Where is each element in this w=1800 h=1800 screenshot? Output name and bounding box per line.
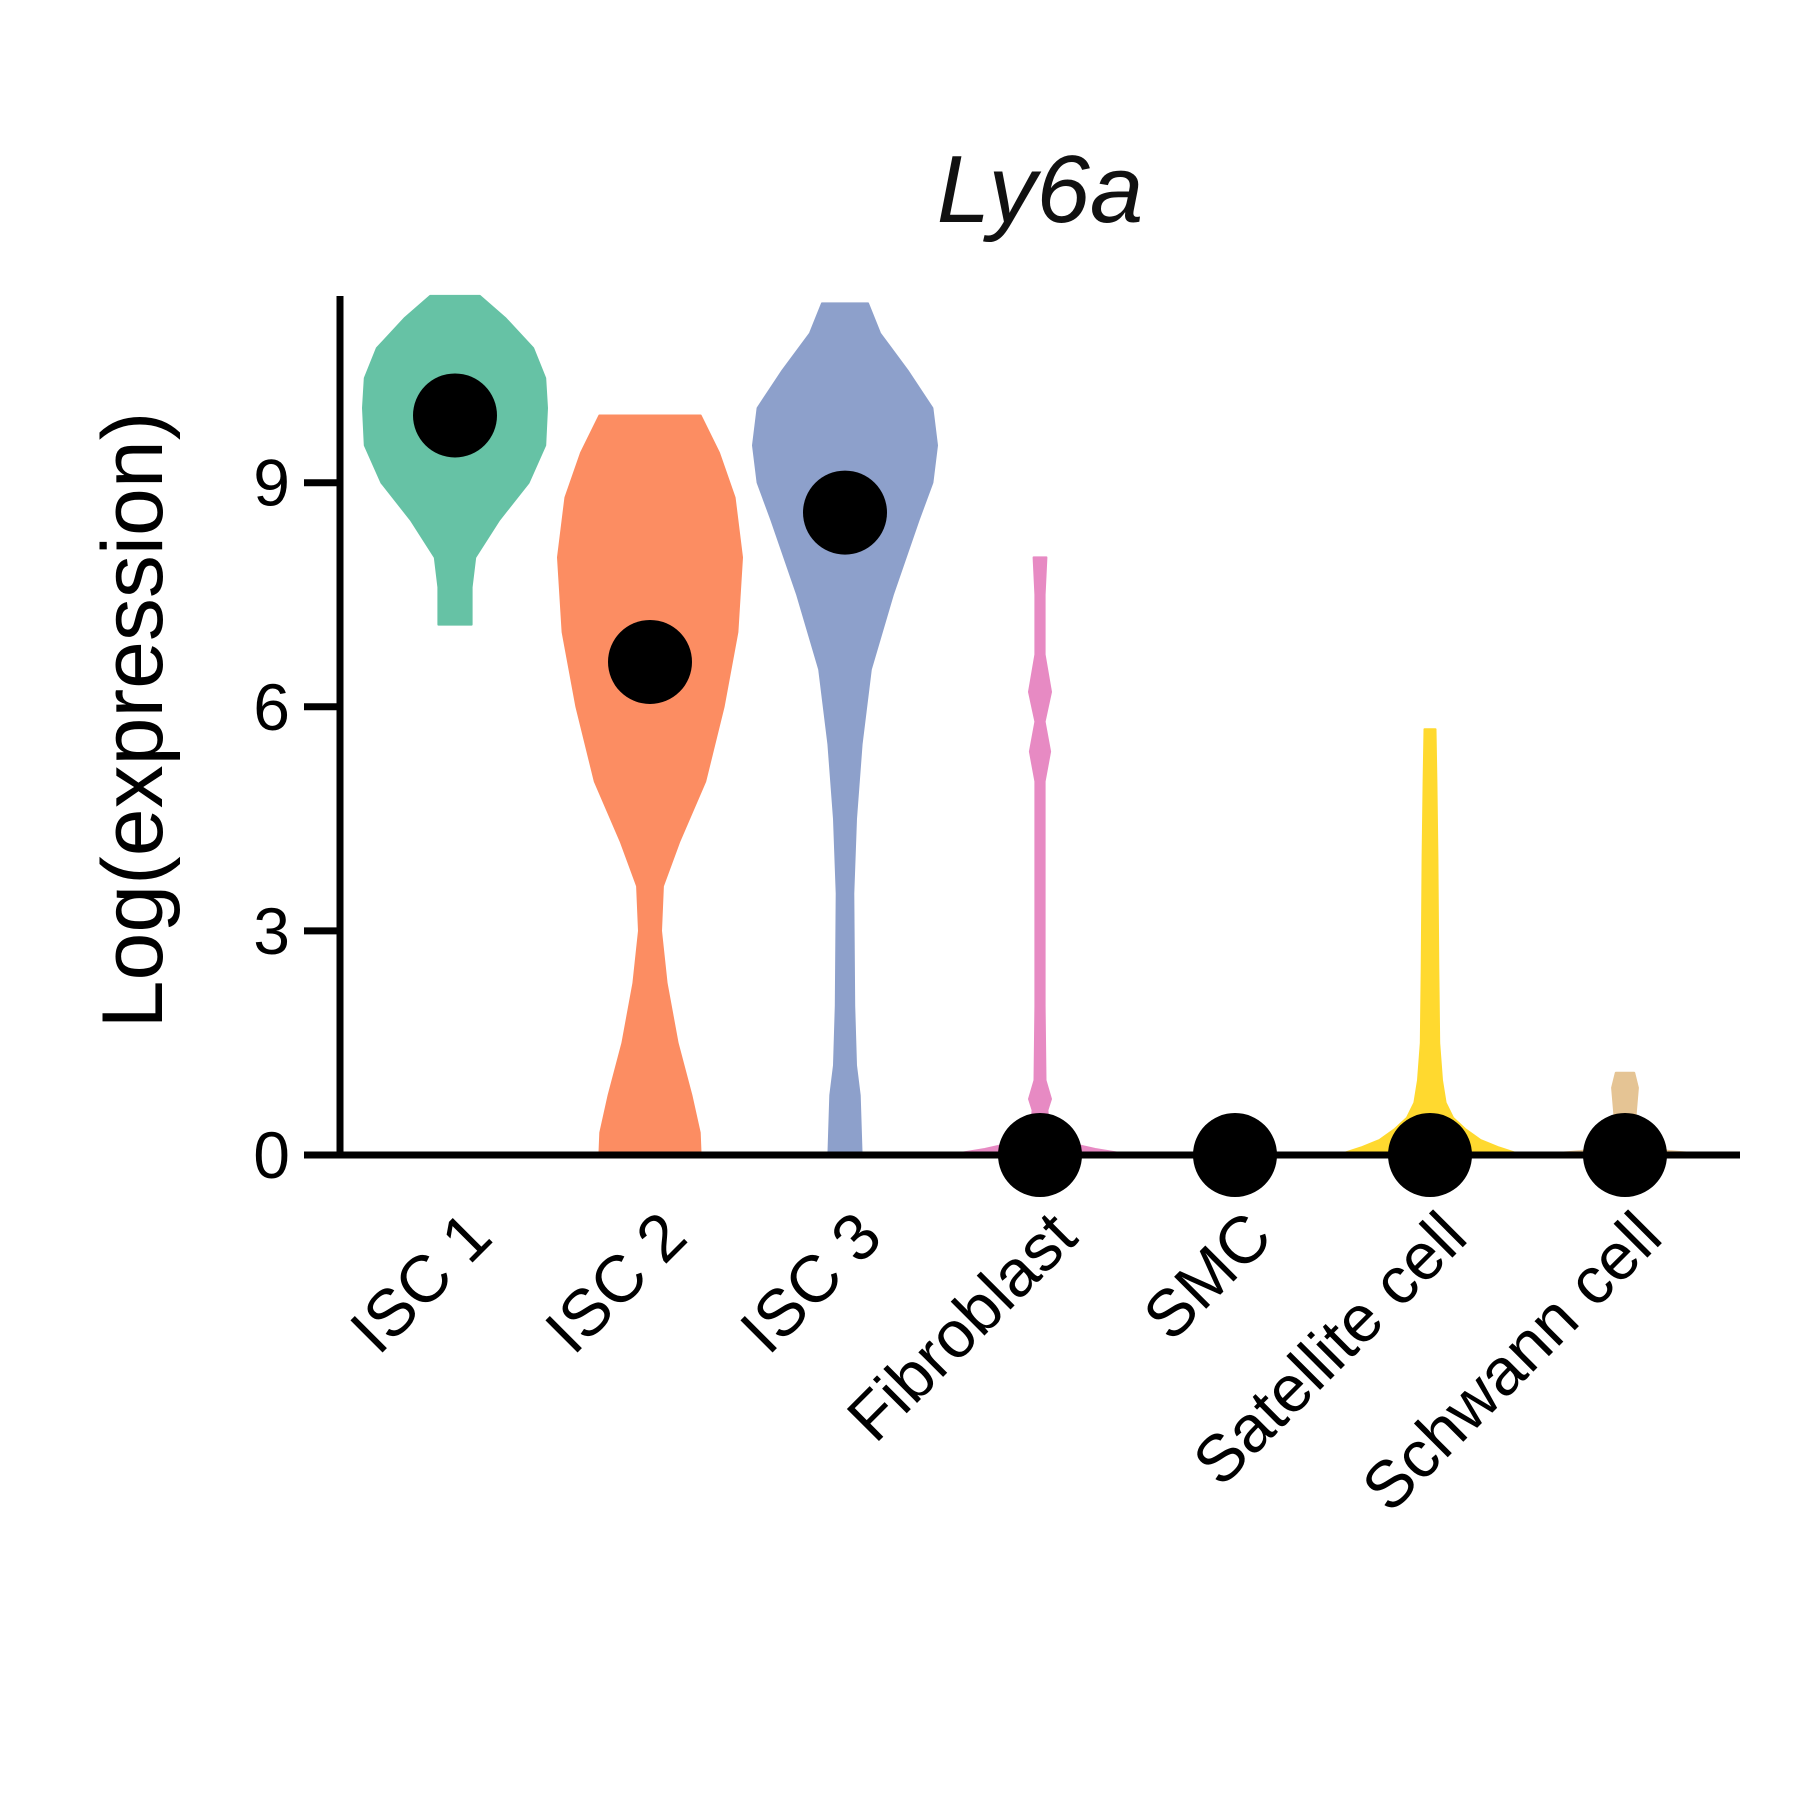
chart-title: Ly6a — [937, 136, 1143, 243]
median-dot-isc-3 — [803, 470, 887, 555]
violin-isc-1 — [362, 294, 548, 626]
violin-satellite-cell — [1337, 728, 1523, 1156]
y-tick-label-0: 0 — [253, 1118, 290, 1192]
x-tick-label-isc-2: ISC 2 — [531, 1198, 700, 1367]
x-tick-label-smc: SMC — [1129, 1198, 1285, 1354]
y-tick-label-9: 9 — [253, 446, 290, 520]
y-axis-label: Log(expression) — [85, 412, 181, 1029]
violin-fibroblast — [947, 556, 1133, 1156]
median-dot-isc-2 — [608, 619, 692, 704]
x-tick-label-isc-1: ISC 1 — [336, 1198, 505, 1367]
y-tick-label-3: 3 — [253, 894, 290, 968]
y-ticks: 0 3 6 9 — [253, 446, 340, 1192]
violin-isc-3 — [752, 302, 938, 1156]
x-tick-label-isc-3: ISC 3 — [726, 1198, 895, 1367]
y-tick-label-6: 6 — [253, 670, 290, 744]
axes — [336, 295, 1740, 1159]
violin-layer — [362, 294, 1718, 1156]
violin-isc-2 — [557, 414, 743, 1156]
median-dot-isc-1 — [413, 373, 497, 458]
